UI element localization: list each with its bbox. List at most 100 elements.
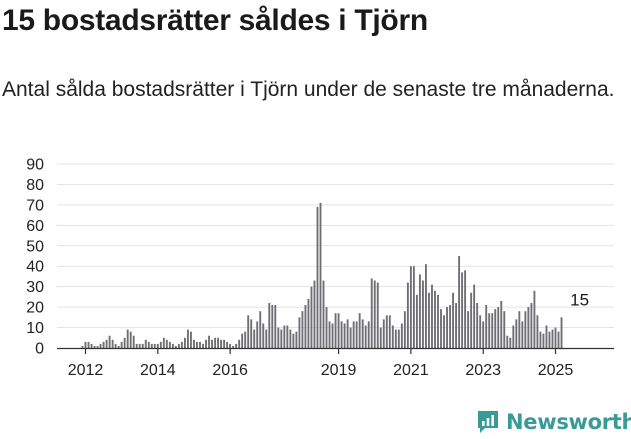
bar (141, 343, 144, 348)
bar (379, 327, 382, 348)
bar (147, 341, 150, 348)
bar (476, 303, 479, 348)
bar (364, 325, 367, 348)
bar (542, 333, 545, 348)
bar (217, 337, 219, 348)
bar (437, 294, 439, 348)
bar (449, 305, 451, 348)
bar (187, 329, 189, 348)
bar (244, 331, 247, 348)
bar (488, 313, 491, 348)
brand-logo: Newsworthy (476, 408, 631, 436)
y-tick-label: 60 (26, 218, 44, 235)
bar (123, 337, 126, 348)
x-tick-label: 2012 (68, 362, 104, 379)
bar (214, 337, 216, 348)
bar (406, 282, 409, 348)
bar (235, 343, 238, 348)
bar (343, 323, 346, 348)
bar (84, 341, 87, 348)
bar (183, 337, 186, 348)
bar (422, 280, 424, 348)
bar (518, 311, 521, 348)
bar (346, 319, 349, 348)
bar-chart: 0 10 20 30 40 50 60 70 80 90 2012 2014 2016 2019 2021 2… (26, 157, 614, 379)
bar (304, 305, 307, 348)
bar (557, 331, 560, 348)
gridlines (57, 163, 614, 329)
bar (370, 278, 373, 348)
bar (253, 329, 256, 348)
bar (479, 315, 482, 348)
bar (482, 321, 485, 348)
bar (295, 331, 298, 348)
bar (367, 321, 370, 348)
bar (376, 282, 379, 348)
bar (265, 329, 268, 348)
bar (174, 345, 177, 348)
bar (458, 256, 461, 348)
bar (455, 303, 458, 348)
bar (180, 341, 183, 348)
y-tick-label: 20 (26, 300, 44, 317)
bar (434, 290, 436, 348)
bar (301, 311, 304, 348)
bar (494, 309, 497, 348)
bar (205, 339, 207, 348)
bar (277, 327, 280, 348)
bar (280, 329, 283, 348)
x-tick-label: 2023 (465, 362, 501, 379)
bar (316, 206, 319, 348)
x-tick-label: 2016 (212, 362, 248, 379)
bar (319, 202, 322, 348)
bar (289, 329, 292, 348)
page-title: 15 bostadsrätter såldes i Tjörn (2, 4, 428, 37)
y-tick-label: 40 (26, 259, 44, 276)
bar (241, 333, 244, 348)
bar (129, 331, 132, 348)
bar (428, 292, 430, 348)
bar (394, 329, 397, 348)
bar (144, 339, 147, 348)
bar (349, 327, 352, 348)
x-tick-label: 2025 (538, 362, 574, 379)
bar (388, 315, 391, 348)
bar (313, 280, 316, 348)
bar (165, 339, 168, 348)
bar (262, 323, 265, 348)
bar (120, 341, 123, 348)
bar (412, 266, 415, 348)
bar (96, 345, 99, 348)
bar (443, 315, 445, 348)
bar (503, 311, 506, 348)
bar (331, 323, 334, 348)
bar (168, 341, 171, 348)
bar (211, 339, 213, 348)
bar (548, 331, 551, 348)
bar (524, 311, 527, 348)
y-tick-label: 90 (26, 157, 44, 174)
bar (554, 327, 557, 348)
bar (452, 292, 454, 348)
bar (409, 266, 412, 348)
bar (208, 335, 210, 348)
bar (461, 272, 464, 348)
x-tick-label: 2019 (321, 362, 357, 379)
bar (491, 313, 494, 348)
bar (533, 290, 536, 348)
bar (340, 321, 343, 348)
bar (159, 341, 162, 348)
bar (223, 339, 226, 348)
bar (111, 339, 114, 348)
bar (126, 329, 129, 348)
bar (229, 343, 232, 348)
y-tick-label: 80 (26, 177, 44, 194)
bar (361, 319, 364, 348)
bar (337, 313, 340, 348)
y-tick-label: 70 (26, 197, 44, 214)
bar (81, 345, 84, 348)
bar (135, 343, 138, 348)
bar (530, 303, 533, 348)
bar (171, 343, 174, 348)
bar (202, 343, 204, 348)
